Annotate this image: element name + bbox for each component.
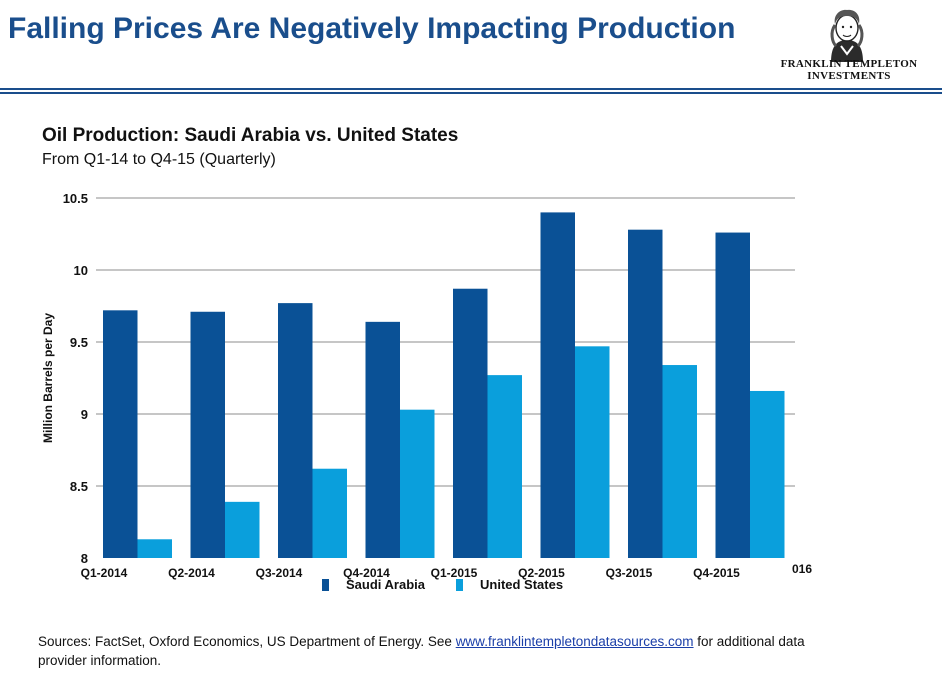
legend-label: United States xyxy=(480,577,563,592)
y-tick-label: 9 xyxy=(81,407,88,422)
bar-united-states xyxy=(750,390,785,558)
sources-suffix: for additional data provider information… xyxy=(38,634,805,668)
sources-prefix: Sources: FactSet, Oxford Economics, US D… xyxy=(38,634,456,649)
y-tick-label: 9.5 xyxy=(70,335,88,350)
bar-saudi-arabia xyxy=(278,303,313,558)
x-tick-label: Q2-2014 xyxy=(168,566,215,580)
x-tick-label: Q2-2015 xyxy=(518,566,565,580)
header-rule xyxy=(0,92,942,94)
x-tick-label: Q3-2015 xyxy=(606,566,653,580)
bar-saudi-arabia xyxy=(365,321,400,558)
bar-chart: 8 8.5 9 9.5 10 10.5 Million Barrels per Day Q1-… xyxy=(41,191,812,592)
x-tick-label: Q1-2014 xyxy=(81,566,128,580)
bar-united-states xyxy=(400,409,435,558)
chart-title: Oil Production: Saudi Arabia vs. United … xyxy=(42,125,459,146)
logo-wordmark-line1: FRANKLIN TEMPLETON xyxy=(780,58,918,70)
legend-swatch xyxy=(456,579,463,591)
franklin-portrait-icon xyxy=(821,6,873,62)
bar-united-states xyxy=(312,468,347,558)
bar-saudi-arabia xyxy=(715,232,750,558)
bar-saudi-arabia xyxy=(453,288,488,558)
x-tick-label: Q4-2015 xyxy=(693,566,740,580)
bar-united-states xyxy=(575,346,610,558)
bar-united-states xyxy=(662,365,697,558)
sources-note: Sources: FactSet, Oxford Economics, US D… xyxy=(38,632,818,670)
franklin-templeton-logo: FRANKLIN TEMPLETON INVESTMENTS xyxy=(774,6,924,90)
slide-title: Falling Prices Are Negatively Impacting … xyxy=(8,12,736,45)
y-tick-label: 8 xyxy=(81,551,88,566)
data-sources-link[interactable]: www.franklintempletondatasources.com xyxy=(455,634,694,649)
legend-swatch xyxy=(322,579,329,591)
bar-united-states xyxy=(137,539,172,558)
x-tick-label: Q1-2015 xyxy=(431,566,478,580)
x-tick-label: Q4-2014 xyxy=(343,566,390,580)
x-tick-label-clipped: 016 xyxy=(792,562,812,576)
bar-saudi-arabia xyxy=(540,212,575,558)
chart-subtitle: From Q1-14 to Q4-15 (Quarterly) xyxy=(42,151,276,168)
bar-united-states xyxy=(487,375,522,558)
bar-united-states xyxy=(225,501,260,558)
bar-saudi-arabia xyxy=(190,311,225,558)
y-tick-label: 8.5 xyxy=(70,479,88,494)
y-tick-label: 10.5 xyxy=(63,191,88,206)
x-tick-label: Q3-2014 xyxy=(256,566,303,580)
bar-saudi-arabia xyxy=(628,229,663,558)
y-tick-label: 10 xyxy=(74,263,88,278)
logo-wordmark-line2: INVESTMENTS xyxy=(807,70,891,82)
legend-label: Saudi Arabia xyxy=(346,577,426,592)
header-rule xyxy=(0,88,942,90)
y-axis-title: Million Barrels per Day xyxy=(41,313,55,443)
bar-saudi-arabia xyxy=(103,310,138,558)
